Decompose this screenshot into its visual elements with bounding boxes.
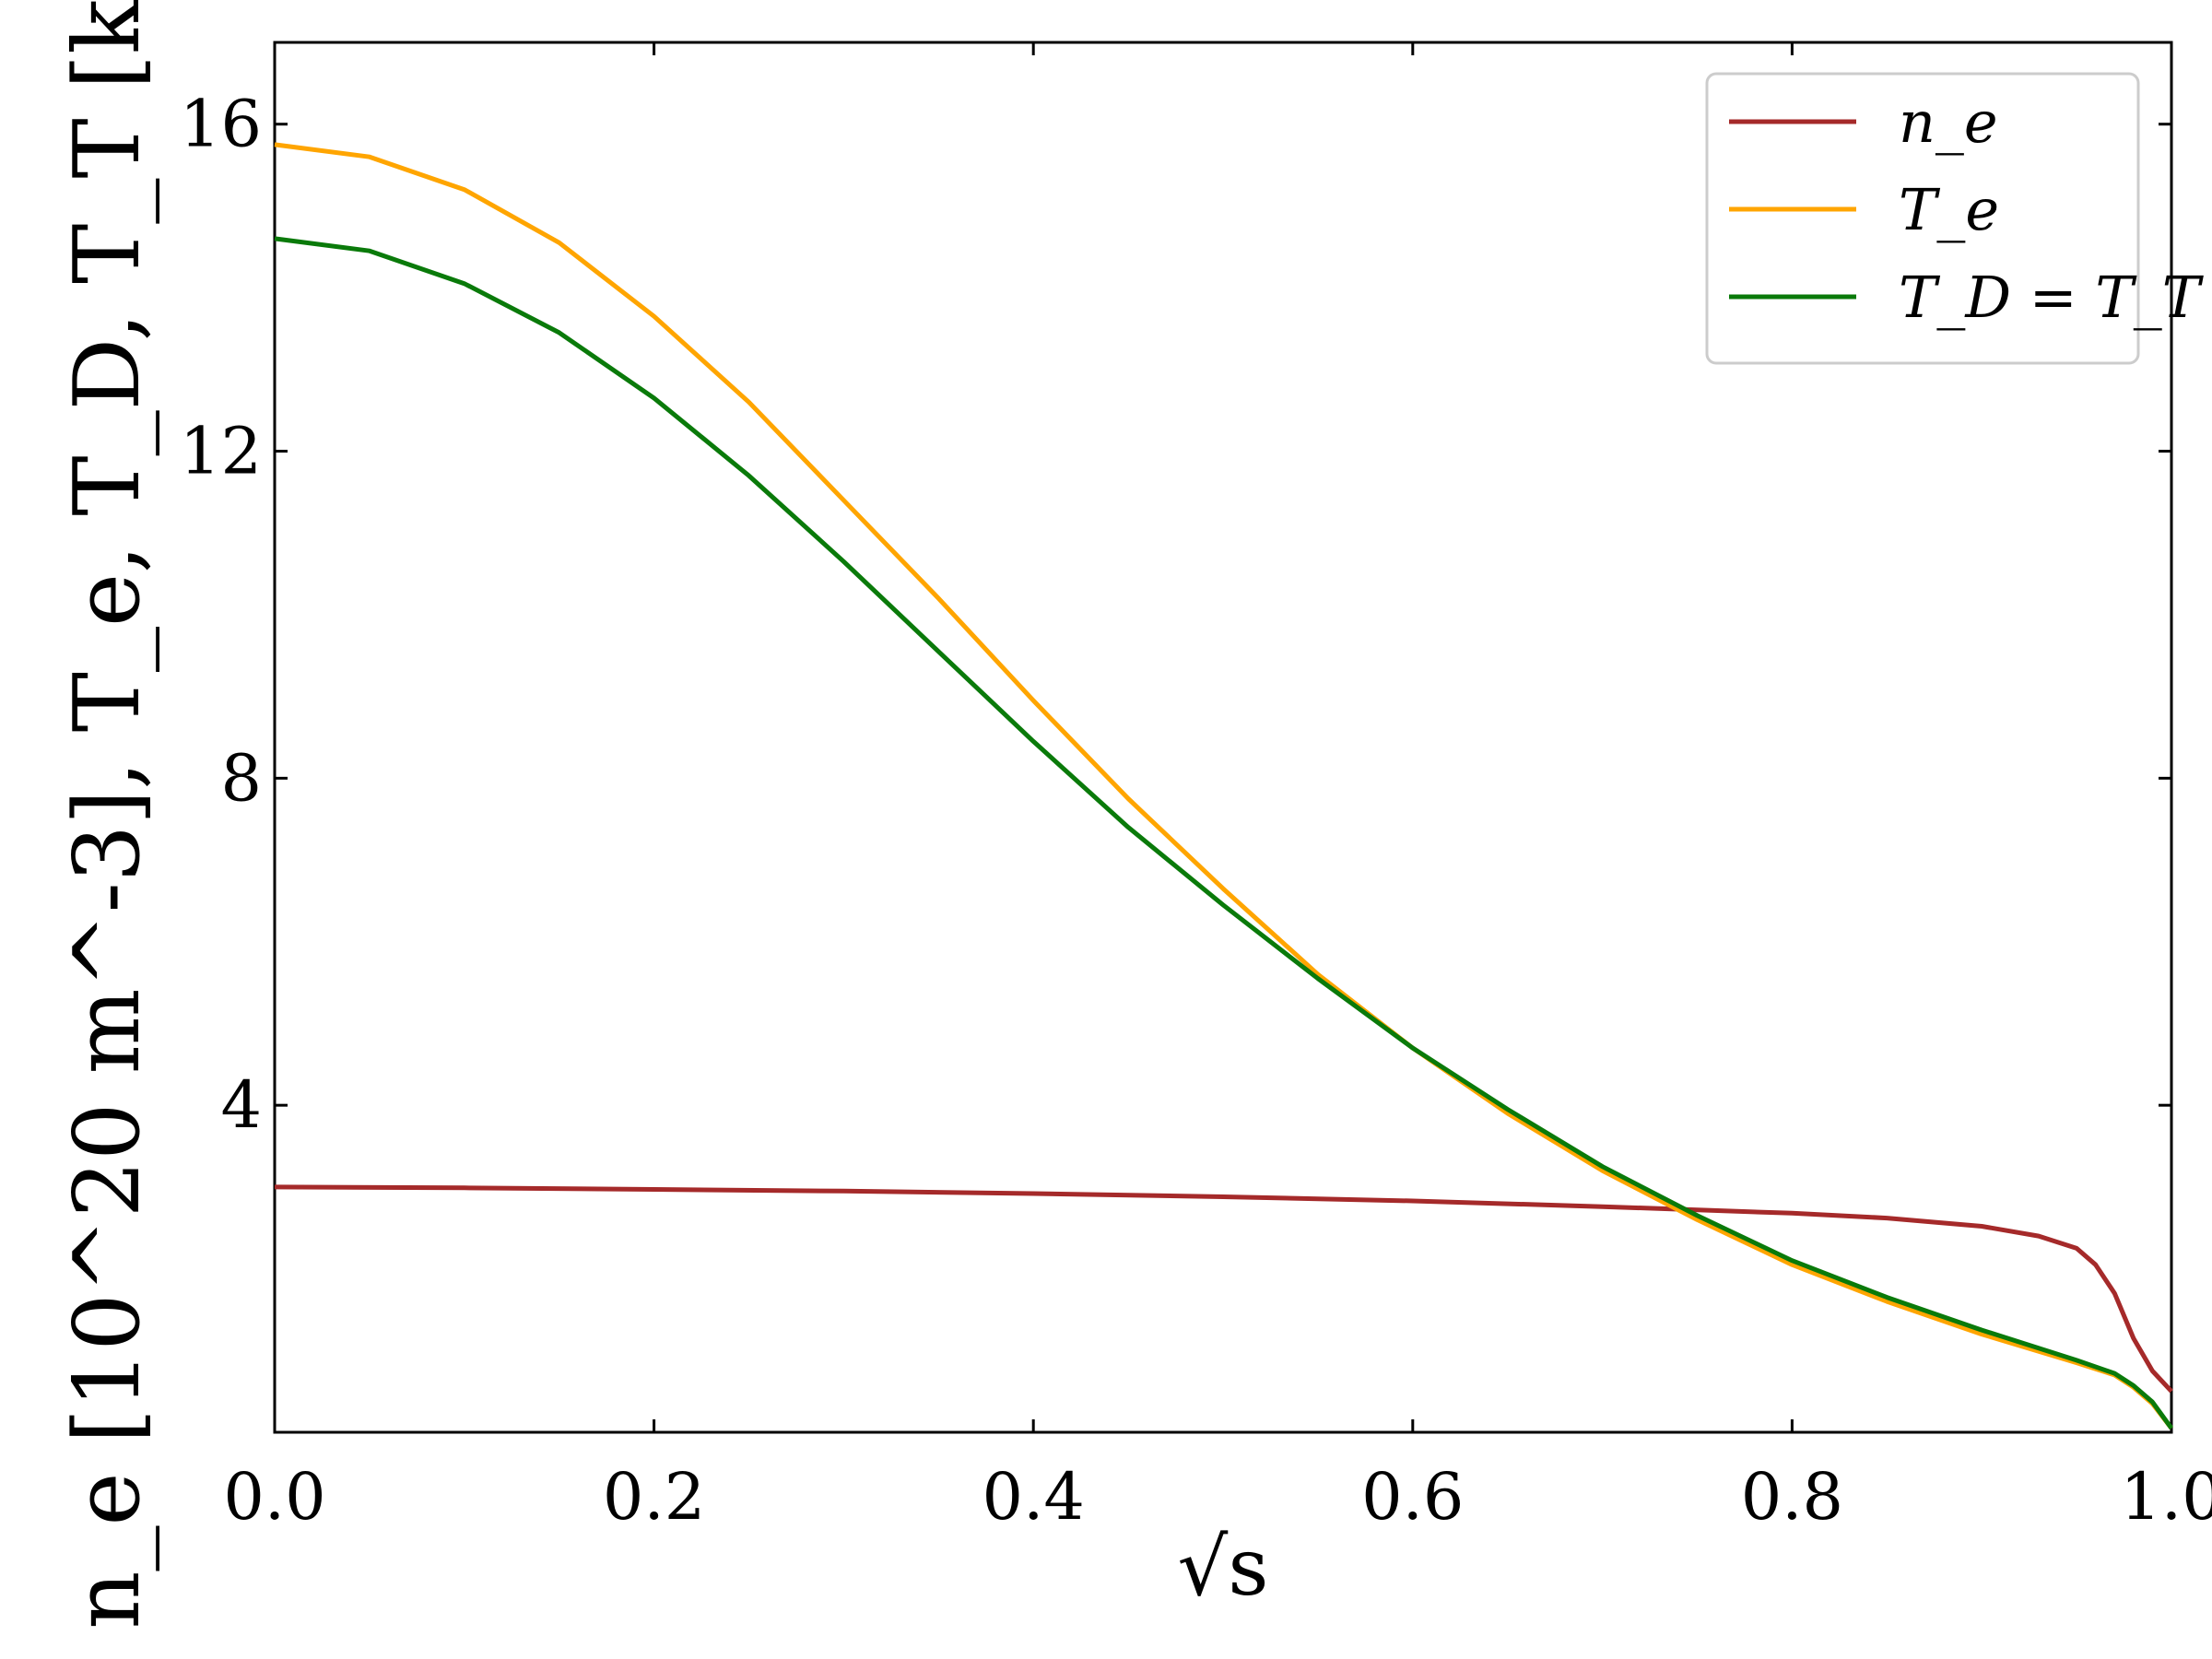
x-tick-label: 0.2 [603, 1459, 705, 1535]
legend-label-1: T_e [1899, 176, 1999, 243]
legend-label-0: n_e [1899, 88, 1998, 156]
x-tick-label: 0.0 [223, 1459, 325, 1535]
y-axis-label: n_e [10^20 m^-3], T_e, T_D, T_T [keV] [55, 0, 160, 1630]
plot-frame [273, 41, 2173, 1434]
y-tick-label: 8 [220, 740, 262, 816]
x-tick-label: 0.8 [1741, 1459, 1843, 1535]
x-axis-label: √s [1178, 1522, 1269, 1614]
series-lines [274, 142, 2174, 1430]
y-tick-label: 16 [180, 87, 262, 162]
legend-box [1705, 72, 2140, 365]
x-tick-label: 0.4 [982, 1459, 1085, 1535]
axis-ticks: 0.0 0.2 0.4 0.6 0.8 1.0 4 8 12 16 [180, 42, 2212, 1535]
legend-label-2: T_D = T_T [1899, 264, 2205, 331]
x-tick-label: 1.0 [2120, 1459, 2212, 1535]
series-line-0 [274, 1184, 2173, 1394]
series-line-2 [274, 236, 2174, 1430]
x-tick-label: 0.6 [1361, 1459, 1464, 1535]
y-tick-label: 12 [180, 414, 262, 489]
legend-entries: n_e T_e T_D = T_T [1729, 88, 2205, 331]
legend: n_e T_e T_D = T_T [1705, 72, 2205, 365]
y-tick-label: 4 [220, 1067, 262, 1143]
